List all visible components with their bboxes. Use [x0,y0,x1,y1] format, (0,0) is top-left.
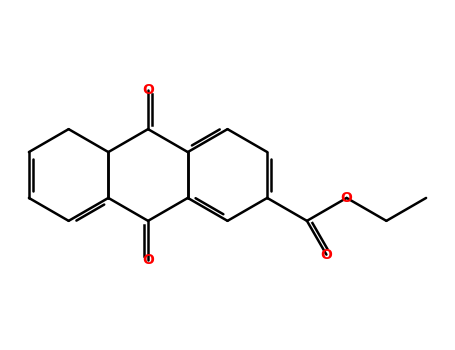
Text: O: O [142,83,154,97]
Text: O: O [341,191,353,205]
Text: O: O [320,247,332,261]
Text: O: O [142,253,154,267]
